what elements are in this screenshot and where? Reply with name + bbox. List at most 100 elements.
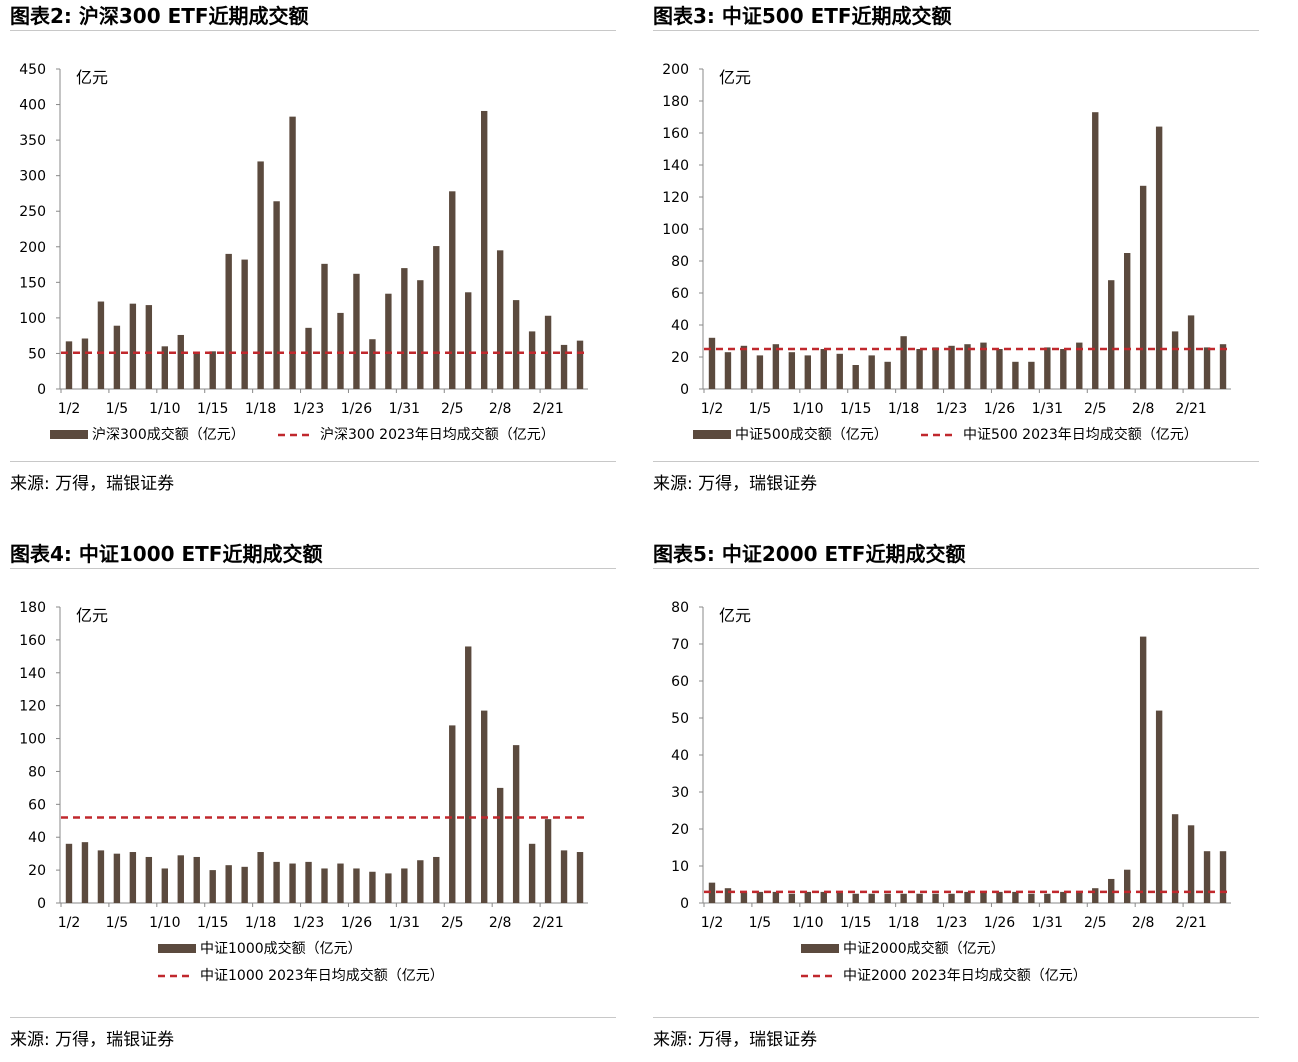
bar bbox=[820, 349, 827, 389]
x-tick-label: 1/31 bbox=[1032, 401, 1063, 417]
x-tick-label: 1/5 bbox=[106, 915, 129, 931]
x-tick-label: 1/5 bbox=[749, 915, 772, 931]
bar bbox=[868, 355, 875, 389]
bar bbox=[980, 342, 987, 389]
bar bbox=[225, 865, 232, 903]
y-tick-label: 10 bbox=[671, 859, 689, 875]
bar bbox=[177, 334, 184, 389]
x-tick-label: 1/18 bbox=[245, 401, 276, 417]
y-tick-label: 60 bbox=[671, 286, 689, 302]
bar bbox=[756, 355, 764, 389]
bar bbox=[385, 293, 392, 389]
bar bbox=[964, 891, 971, 903]
x-tick-label: 1/18 bbox=[888, 401, 919, 417]
x-tick-label: 2/5 bbox=[441, 915, 464, 931]
bar bbox=[1187, 825, 1195, 903]
bar bbox=[788, 893, 796, 903]
bar bbox=[81, 842, 89, 903]
bar bbox=[996, 891, 1003, 903]
y-unit-label: 亿元 bbox=[76, 606, 108, 625]
x-tick-label: 1/10 bbox=[149, 401, 180, 417]
y-tick-label: 120 bbox=[662, 190, 689, 206]
bar bbox=[948, 345, 955, 389]
y-tick-label: 140 bbox=[662, 158, 689, 174]
y-tick-label: 250 bbox=[19, 204, 46, 220]
bar bbox=[145, 856, 153, 903]
y-tick-label: 0 bbox=[680, 382, 689, 398]
x-tick-label: 1/23 bbox=[293, 401, 324, 417]
bar bbox=[161, 346, 168, 389]
chart-title: 图表3: 中证500 ETF近期成交额 bbox=[653, 0, 1259, 31]
bar bbox=[804, 891, 811, 903]
bar bbox=[449, 725, 456, 903]
bar bbox=[576, 852, 584, 903]
bar bbox=[836, 891, 843, 903]
legend-swatch-bar bbox=[50, 430, 88, 439]
y-tick-label: 20 bbox=[671, 822, 689, 838]
x-tick-label: 2/8 bbox=[489, 401, 512, 417]
y-tick-label: 40 bbox=[671, 748, 689, 764]
chart-title: 图表2: 沪深300 ETF近期成交额 bbox=[10, 0, 616, 31]
bar bbox=[836, 353, 843, 389]
x-tick-label: 1/2 bbox=[58, 915, 81, 931]
x-tick-label: 1/10 bbox=[792, 401, 823, 417]
y-tick-label: 0 bbox=[680, 896, 689, 912]
chart-panel-csi1000: 图表4: 中证1000 ETF近期成交额 0 20 40 60 80 100 120 140 1… bbox=[10, 538, 616, 1058]
chart-hs300: 0 50 100 150 200 250 300 350 400 450 亿元 1/2 1/5 1/10 1… bbox=[19, 62, 588, 443]
bar bbox=[852, 893, 859, 903]
bar bbox=[305, 861, 312, 903]
x-tick-label: 1/26 bbox=[984, 915, 1016, 931]
legend-label-bar: 中证500成交额（亿元） bbox=[735, 426, 888, 443]
y-tick-label: 20 bbox=[671, 350, 689, 366]
y-tick-label: 120 bbox=[19, 699, 46, 715]
y-tick-label: 80 bbox=[671, 254, 689, 270]
bar bbox=[528, 331, 536, 389]
x-tick-label: 2/21 bbox=[532, 915, 563, 931]
bar bbox=[1028, 893, 1035, 903]
legend-swatch-bar bbox=[693, 430, 731, 439]
x-tick-label: 1/18 bbox=[888, 915, 919, 931]
x-tick-label: 1/15 bbox=[840, 915, 871, 931]
x-tick-label: 1/5 bbox=[749, 401, 772, 417]
bar bbox=[369, 339, 376, 389]
bar bbox=[1076, 891, 1083, 903]
bar bbox=[113, 325, 121, 389]
bar bbox=[81, 338, 89, 389]
x-tick-label: 1/15 bbox=[197, 401, 228, 417]
bar bbox=[576, 340, 584, 389]
chart-panel-hs300: 图表2: 沪深300 ETF近期成交额 0 50 100 150 200 250 300 35… bbox=[10, 0, 616, 502]
bar bbox=[900, 893, 907, 903]
bar bbox=[1203, 347, 1211, 389]
bar bbox=[481, 710, 488, 903]
y-tick-label: 0 bbox=[37, 382, 46, 398]
bar bbox=[225, 253, 232, 389]
bar bbox=[97, 850, 105, 903]
bar bbox=[177, 855, 184, 903]
bar bbox=[916, 349, 923, 389]
y-tick-label: 50 bbox=[28, 346, 46, 362]
chart-title: 图表5: 中证2000 ETF近期成交额 bbox=[653, 538, 1259, 569]
y-tick-label: 80 bbox=[671, 600, 689, 616]
bar bbox=[321, 263, 328, 389]
bar bbox=[804, 355, 811, 389]
y-tick-label: 80 bbox=[28, 764, 46, 780]
bar bbox=[385, 873, 392, 903]
bar bbox=[496, 787, 504, 903]
y-tick-label: 140 bbox=[19, 666, 46, 682]
chart-csi2000: 0 10 20 30 40 50 60 70 80 亿元 1/2 1/5 1/10 1/15 1/18 1/2… bbox=[671, 600, 1231, 984]
x-tick-label: 1/2 bbox=[701, 401, 724, 417]
bar bbox=[1124, 869, 1131, 903]
y-tick-label: 150 bbox=[19, 275, 46, 291]
y-tick-label: 50 bbox=[671, 711, 689, 727]
x-tick-label: 1/26 bbox=[341, 915, 373, 931]
chart-panel-csi500: 图表3: 中证500 ETF近期成交额 0 20 40 60 80 100 120 140 16… bbox=[653, 0, 1259, 502]
y-unit-label: 亿元 bbox=[719, 606, 751, 625]
bar bbox=[65, 843, 73, 903]
bar bbox=[481, 110, 488, 390]
bar bbox=[65, 341, 73, 389]
chart-title: 图表4: 中证1000 ETF近期成交额 bbox=[10, 538, 616, 569]
y-tick-label: 180 bbox=[662, 94, 689, 110]
y-tick-label: 160 bbox=[662, 126, 689, 142]
bar bbox=[1203, 851, 1211, 903]
y-unit-label: 亿元 bbox=[76, 68, 108, 87]
